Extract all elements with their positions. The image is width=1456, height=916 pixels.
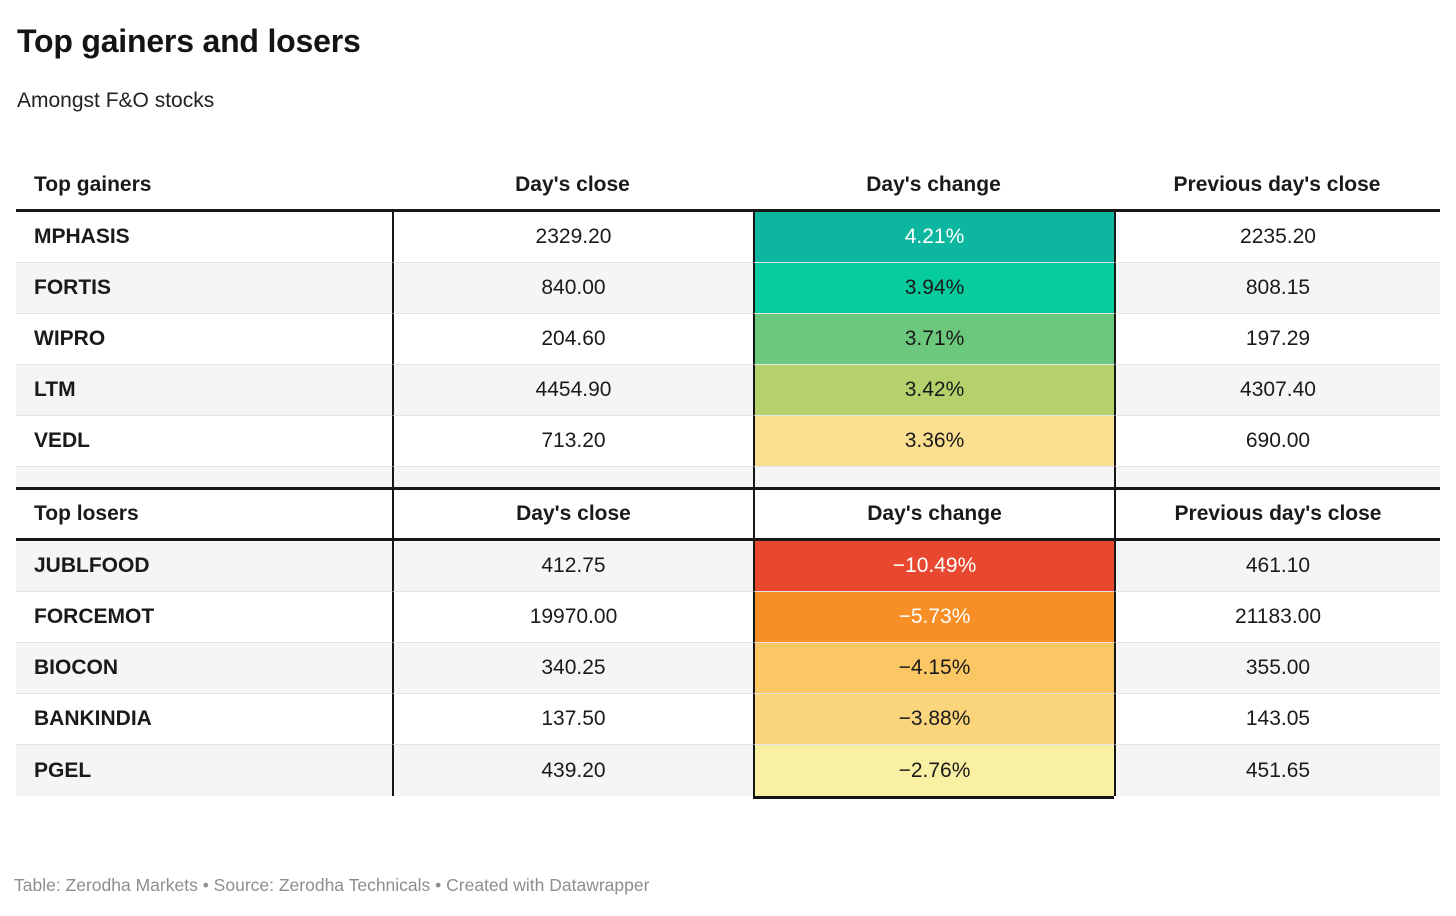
close-cell: 4454.90: [392, 365, 753, 416]
column-header-previous-days-close: Previous day's close: [1114, 161, 1440, 212]
ticker-cell: FORTIS: [16, 263, 392, 314]
change-cell: −5.73%: [753, 592, 1114, 643]
ticker-cell: WIPRO: [16, 314, 392, 365]
gainers-losers-table: Top gainers Day's close Day's change Pre…: [16, 161, 1440, 799]
close-cell: 340.25: [392, 643, 753, 694]
close-cell: 439.20: [392, 745, 753, 796]
column-header-top-losers: Top losers: [16, 490, 392, 541]
close-cell: 19970.00: [392, 592, 753, 643]
ticker-cell: VEDL: [16, 416, 392, 467]
page-title: Top gainers and losers: [17, 23, 361, 59]
close-cell: 2329.20: [392, 212, 753, 263]
change-cell: 3.94%: [753, 263, 1114, 314]
column-header-days-close: Day's close: [392, 161, 753, 212]
page-subtitle: Amongst F&O stocks: [17, 89, 215, 112]
ticker-cell: LTM: [16, 365, 392, 416]
change-cell: 3.36%: [753, 416, 1114, 467]
close-cell: 713.20: [392, 416, 753, 467]
attribution-footer: Table: Zerodha Markets • Source: Zerodha…: [14, 875, 650, 895]
prev-close-cell: 461.10: [1114, 541, 1440, 592]
spacer-row-cell: [1114, 467, 1440, 490]
prev-close-cell: 355.00: [1114, 643, 1440, 694]
prev-close-cell: 808.15: [1114, 263, 1440, 314]
change-cell: 4.21%: [753, 212, 1114, 263]
prev-close-cell: 451.65: [1114, 745, 1440, 796]
change-cell: −10.49%: [753, 541, 1114, 592]
column-header-top-gainers: Top gainers: [16, 161, 392, 212]
ticker-cell: PGEL: [16, 745, 392, 796]
close-cell: 137.50: [392, 694, 753, 745]
spacer-row-cell: [16, 467, 392, 490]
prev-close-cell: 2235.20: [1114, 212, 1440, 263]
ticker-cell: BIOCON: [16, 643, 392, 694]
spacer-row-cell: [753, 467, 1114, 490]
prev-close-cell: 21183.00: [1114, 592, 1440, 643]
spacer-row-cell: [392, 467, 753, 490]
column-header-days-change: Day's change: [753, 161, 1114, 212]
ticker-cell: BANKINDIA: [16, 694, 392, 745]
close-cell: 204.60: [392, 314, 753, 365]
ticker-cell: FORCEMOT: [16, 592, 392, 643]
column-header-days-change: Day's change: [753, 490, 1114, 541]
close-cell: 840.00: [392, 263, 753, 314]
prev-close-cell: 197.29: [1114, 314, 1440, 365]
change-cell: 3.71%: [753, 314, 1114, 365]
change-cell: −3.88%: [753, 694, 1114, 745]
prev-close-cell: 143.05: [1114, 694, 1440, 745]
close-cell: 412.75: [392, 541, 753, 592]
change-cell: −2.76%: [753, 745, 1114, 799]
column-header-previous-days-close: Previous day's close: [1114, 490, 1440, 541]
ticker-cell: JUBLFOOD: [16, 541, 392, 592]
datawrapper-table-graphic: Top gainers and losers Amongst F&O stock…: [0, 22, 1456, 916]
ticker-cell: MPHASIS: [16, 212, 392, 263]
column-header-days-close: Day's close: [392, 490, 753, 541]
prev-close-cell: 690.00: [1114, 416, 1440, 467]
change-cell: 3.42%: [753, 365, 1114, 416]
change-cell: −4.15%: [753, 643, 1114, 694]
prev-close-cell: 4307.40: [1114, 365, 1440, 416]
